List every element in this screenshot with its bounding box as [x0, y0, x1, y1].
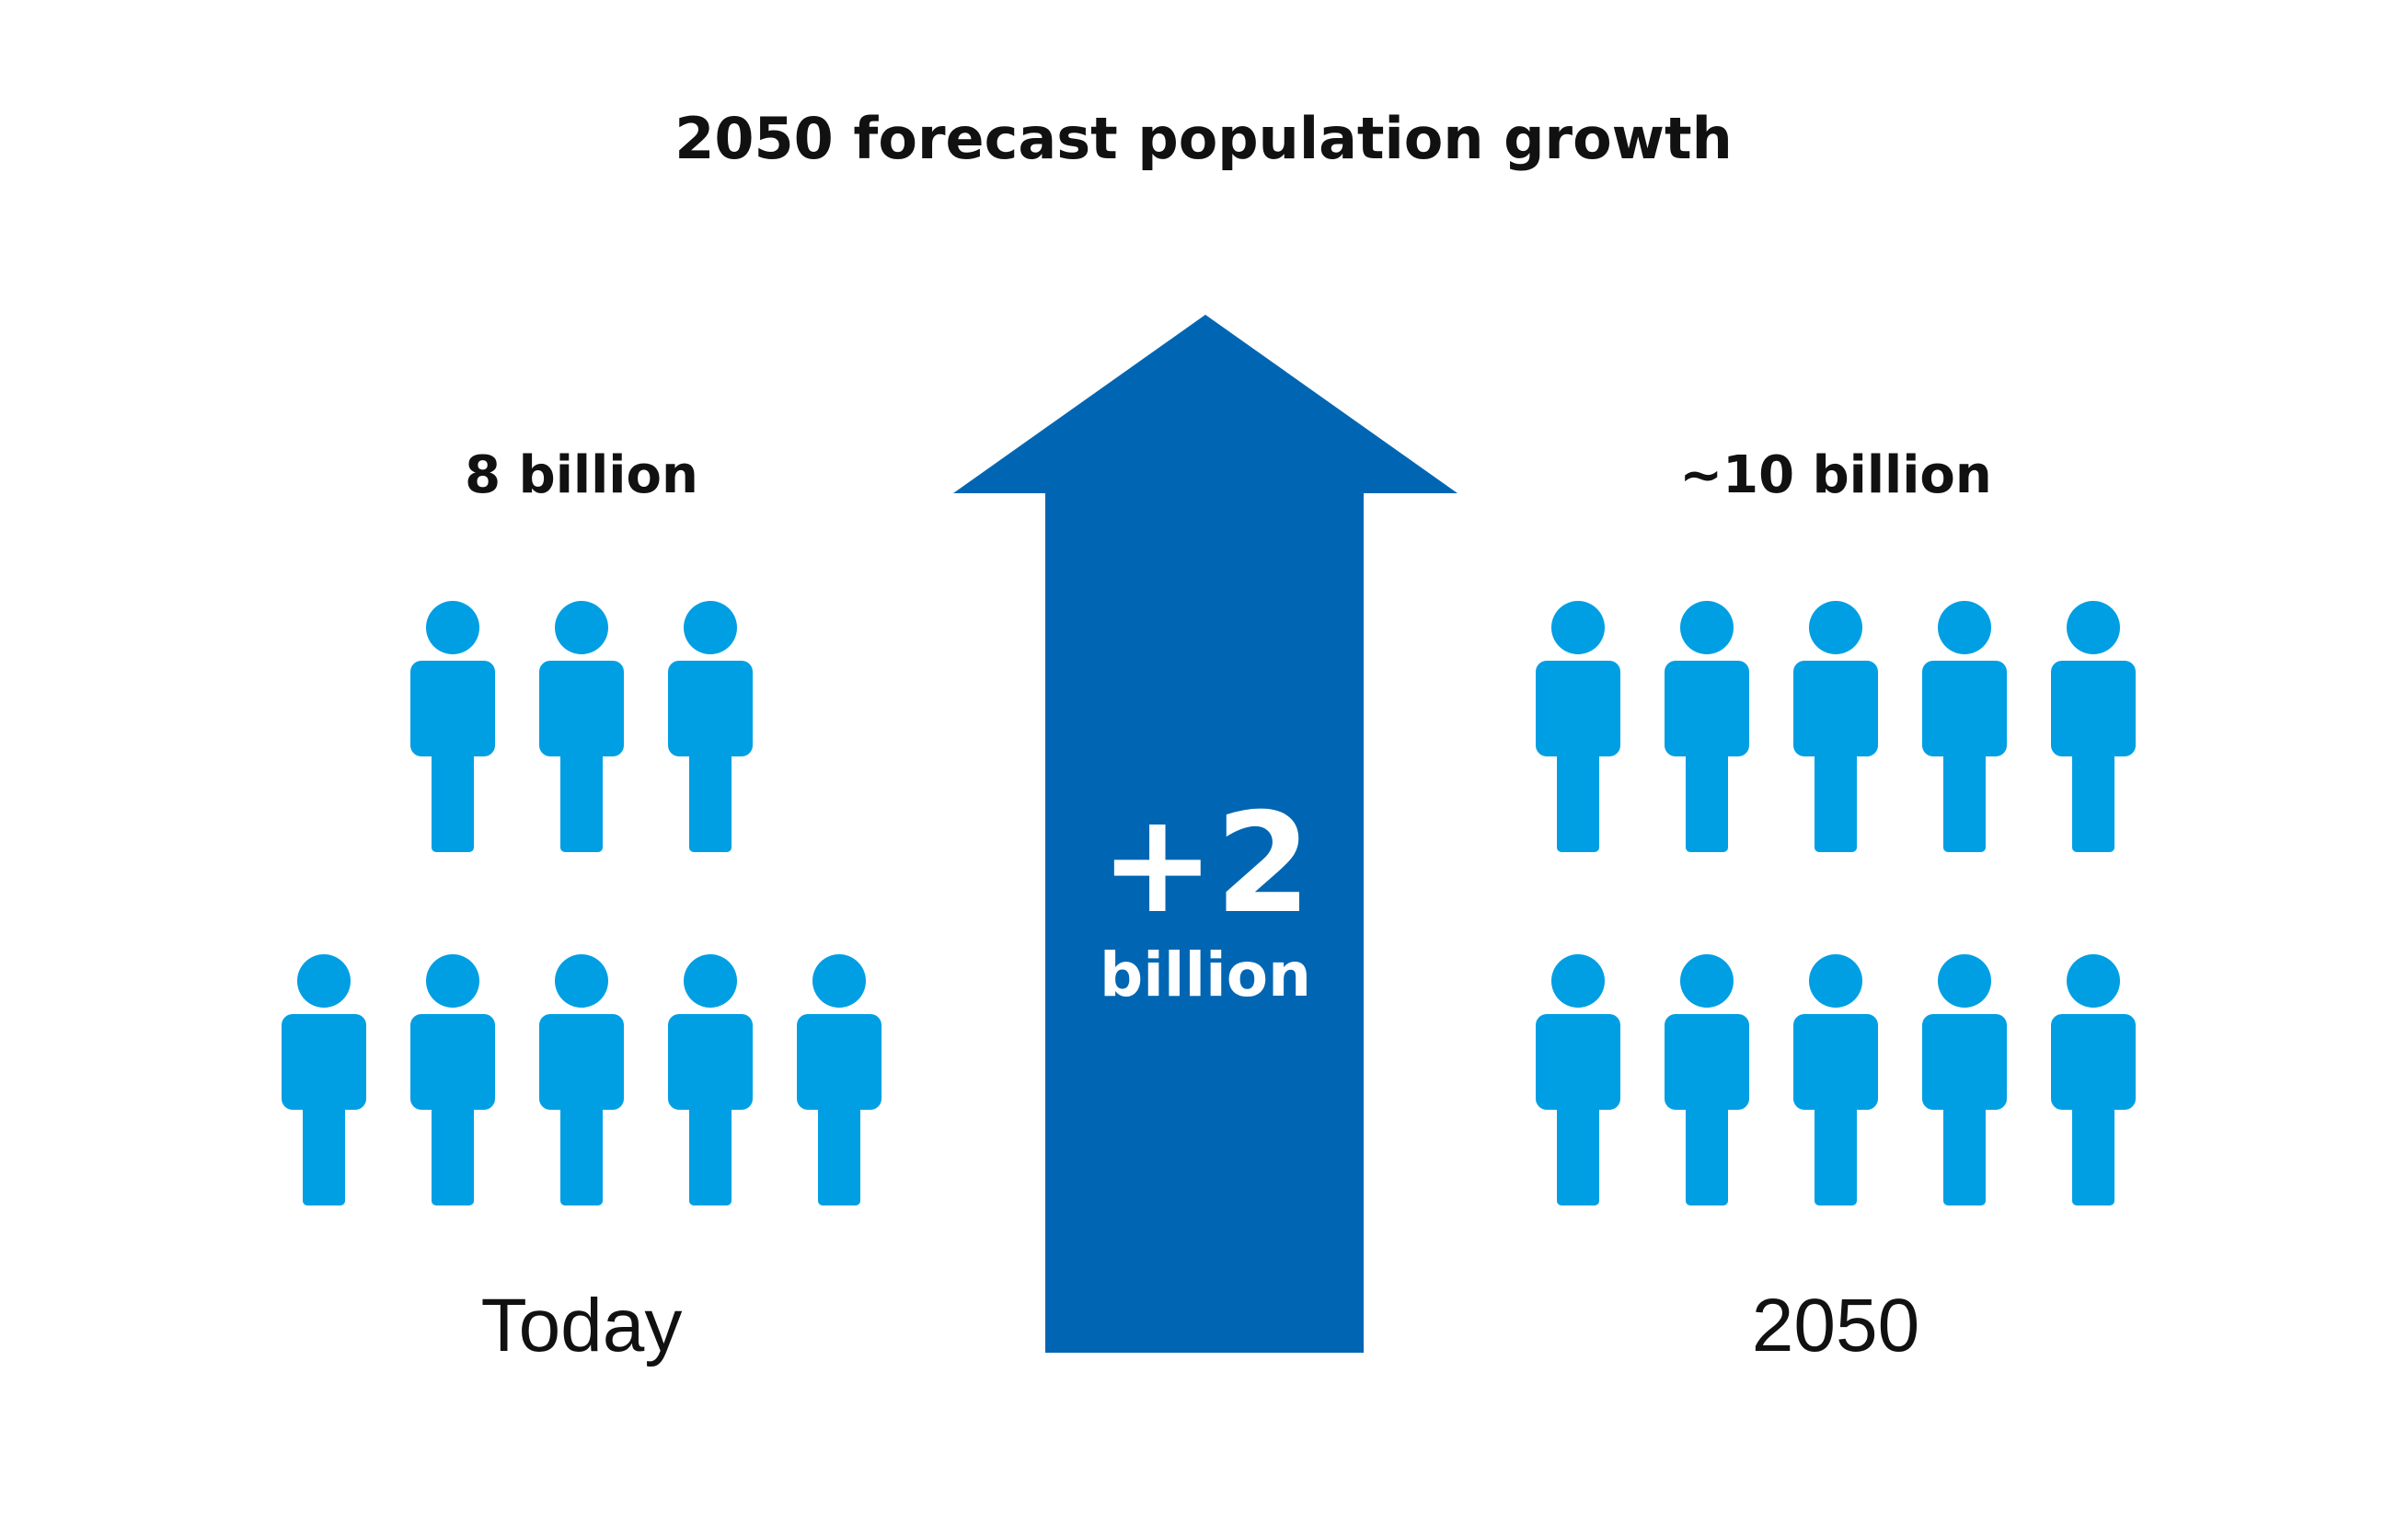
person-icon [1536, 601, 1620, 852]
person-icon [1665, 601, 1749, 852]
arrow-change-value: +2 [1100, 784, 1311, 944]
today-period-label: Today [481, 1284, 683, 1367]
up-arrow-icon [953, 315, 1457, 1353]
today-count-label: 8 billion [465, 445, 698, 505]
future-period-label: 2050 [1752, 1284, 1919, 1367]
today-people-group [282, 601, 881, 1205]
person-icon [668, 601, 753, 852]
future-people-group [1536, 601, 2136, 1205]
person-icon [2051, 601, 2136, 852]
person-icon [1922, 601, 2007, 852]
person-icon [410, 601, 495, 852]
arrow-change-unit: billion [1100, 940, 1311, 1010]
person-icon [282, 954, 366, 1205]
person-icon [1665, 954, 1749, 1205]
person-icon [539, 601, 624, 852]
person-icon [1793, 601, 1878, 852]
person-icon [1536, 954, 1620, 1205]
person-icon [797, 954, 881, 1205]
person-icon [1922, 954, 2007, 1205]
person-icon [1793, 954, 1878, 1205]
person-icon [539, 954, 624, 1205]
person-icon [668, 954, 753, 1205]
person-icon [410, 954, 495, 1205]
diagram-title: 2050 forecast population growth [674, 105, 1732, 172]
future-count-label: ~10 billion [1679, 445, 1992, 505]
person-icon [2051, 954, 2136, 1205]
